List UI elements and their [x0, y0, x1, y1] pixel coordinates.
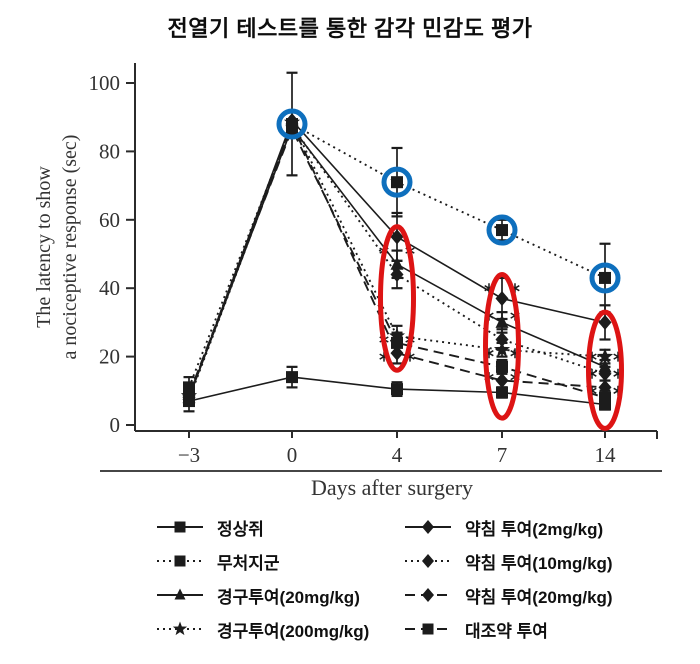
square-marker: [286, 371, 298, 384]
legend-item: 대조약 투여: [404, 612, 613, 646]
red-highlight-ellipse: [586, 309, 624, 431]
diamond-marker: [422, 520, 434, 534]
diamond-marker: [495, 373, 509, 389]
legend-item: 무처지군: [156, 544, 404, 578]
legend-label: 약침 투여(20mg/kg): [465, 587, 613, 607]
diamond-marker: [495, 290, 509, 306]
legend-label: 약침 투여(2mg/kg): [465, 519, 604, 539]
legend-swatch-star-dotted: [157, 621, 203, 636]
legend-item: 약침 투여(10mg/kg): [404, 544, 613, 578]
triangle-marker: [174, 588, 186, 600]
y-tick-label: 20: [99, 345, 120, 369]
triangle-marker: [495, 314, 509, 328]
square-marker: [496, 360, 508, 373]
diamond-marker: [422, 554, 434, 568]
diamond-marker: [390, 345, 404, 361]
legend-label: 경구투여(20mg/kg): [217, 587, 360, 607]
square-marker: [599, 391, 611, 404]
series-marker-group: [183, 371, 611, 411]
star-marker: [172, 621, 188, 636]
legend-item: 경구투여(200mg/kg): [156, 612, 404, 646]
diamond-marker: [422, 588, 434, 602]
x-tick-label: −3: [178, 443, 200, 467]
blue-highlight-circle: [589, 262, 621, 294]
square-marker: [496, 386, 508, 399]
red-highlight-ellipse: [483, 272, 521, 421]
square-marker: [391, 176, 403, 189]
y-axis-label-line2: a nociceptive response (sec): [59, 135, 81, 360]
y-axis-label-line1: The latency to show: [33, 166, 55, 328]
diamond-marker: [495, 332, 509, 347]
y-tick-label: 0: [110, 413, 121, 437]
legend-swatch-triangle-solid: [157, 588, 203, 600]
legend-swatch-square-dotted: [157, 555, 203, 567]
legend-swatch-square-dashed: [405, 623, 451, 635]
blue-highlight-circle: [276, 108, 308, 140]
diamond-marker: [390, 229, 404, 245]
square-marker: [174, 555, 186, 567]
square-marker: [174, 521, 186, 533]
legend-item: 약침 투여(20mg/kg): [404, 578, 613, 612]
y-tick-label: 80: [99, 139, 120, 163]
x-tick-label: 7: [497, 443, 508, 467]
star-marker: [596, 348, 614, 364]
square-marker: [422, 623, 434, 635]
legend-label: 약침 투여(10mg/kg): [465, 553, 613, 573]
legend-swatch-square-solid: [157, 521, 203, 533]
x-tick-label: 0: [287, 443, 298, 467]
x-tick-label: 14: [595, 443, 617, 467]
highlight-annotations: [276, 108, 624, 431]
square-marker: [286, 123, 298, 136]
legend-swatch-diamond-solid: [405, 520, 451, 534]
square-marker: [391, 336, 403, 349]
legend-label: 대조약 투여: [465, 621, 548, 641]
x-tick-label: 4: [392, 443, 403, 467]
legend-label: 정상쥐: [217, 519, 264, 539]
series-line-6: [188, 121, 606, 397]
blue-highlight-circle: [381, 166, 413, 198]
series-marker-group: [183, 123, 611, 404]
legend-label: 경구투여(200mg/kg): [217, 621, 370, 641]
legend-item: 약침 투여(2mg/kg): [404, 510, 613, 544]
legend-label: 무처지군: [217, 553, 280, 573]
triangle-marker: [598, 359, 612, 373]
legend-item: 정상쥐: [156, 510, 404, 544]
y-tick-label: 60: [99, 208, 120, 232]
x-axis-label: Days after surgery: [311, 475, 473, 500]
blue-highlight-circle: [486, 214, 518, 246]
diamond-marker: [598, 366, 612, 382]
legend-swatch-diamond-dotted: [405, 554, 451, 568]
legend-item: 경구투여(20mg/kg): [156, 578, 404, 612]
square-marker: [496, 224, 508, 237]
y-tick-label: 100: [89, 71, 121, 95]
red-highlight-ellipse: [378, 224, 416, 373]
star-marker: [493, 341, 511, 357]
square-marker: [391, 383, 403, 396]
series-line-7: [188, 126, 606, 399]
square-marker: [599, 271, 611, 284]
y-tick-label: 40: [99, 276, 120, 300]
chart-title: 전열기 테스트를 통한 감각 민감도 평가: [167, 16, 533, 41]
legend-column: 약침 투여(2mg/kg) 약침 투여(10mg/kg) 약침 투여(20mg/kg…: [404, 510, 613, 646]
diamond-marker: [390, 267, 404, 283]
square-marker: [183, 388, 195, 401]
diamond-marker: [598, 314, 612, 330]
diamond-marker: [598, 379, 612, 395]
series-markers: [180, 113, 614, 411]
legend-swatch-diamond-dashed: [405, 588, 451, 602]
triangle-marker: [390, 256, 404, 270]
star-marker: [388, 327, 406, 343]
axes: 0 20 40 60 80 100 −3 0 4 7 14: [89, 63, 662, 472]
